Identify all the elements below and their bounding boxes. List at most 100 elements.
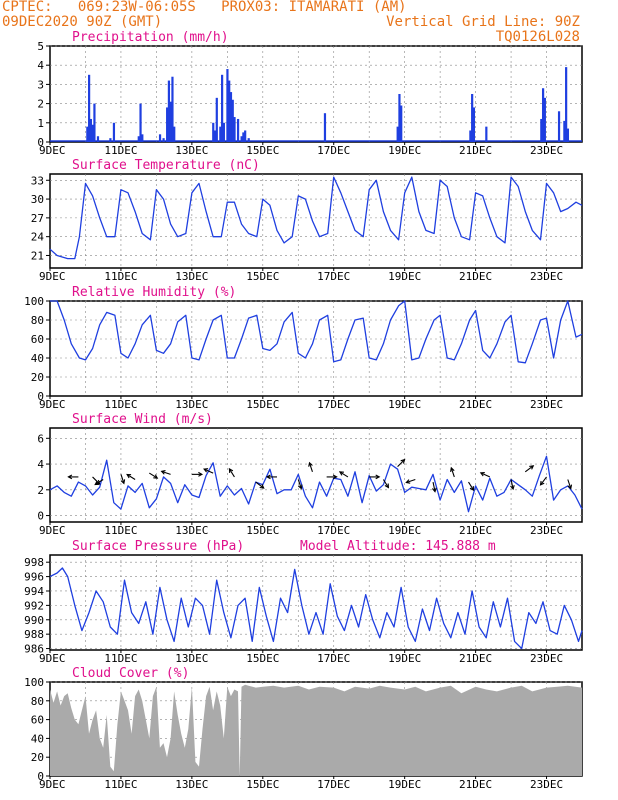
- wind-arrow: [382, 479, 389, 489]
- run-date: 09DEC2020 90Z (GMT): [2, 14, 163, 30]
- wind-arrow-shaft: [203, 468, 214, 474]
- precip-bar: [541, 88, 545, 142]
- y-tick-label: 996: [24, 571, 44, 584]
- precip-bar: [236, 118, 240, 142]
- x-tick-label: 11DEC: [104, 270, 137, 283]
- wind-arrow-shaft: [297, 479, 302, 489]
- precip-bar: [229, 92, 233, 142]
- wind-arrow-head: [94, 480, 100, 486]
- x-tick-label: 21DEC: [459, 652, 492, 665]
- wind-arrow-head: [332, 474, 338, 480]
- y-tick-label: 0: [37, 390, 44, 403]
- wind-arrow-shaft: [94, 479, 104, 485]
- x-tick-label: 17DEC: [317, 652, 350, 665]
- plot-frame: [49, 45, 583, 143]
- precip-bar: [91, 124, 94, 142]
- x-tick-label: 15DEC: [246, 652, 279, 665]
- x-tick-label: 19DEC: [388, 270, 421, 283]
- precip-bar: [219, 126, 222, 142]
- panel-wind: 0 2 4 6 9DEC 11DEC 13DEC 15DEC 17DEC 19DEC 21DEC 23…: [37, 412, 583, 537]
- wind-arrow-shaft: [406, 478, 416, 484]
- precip-bar: [89, 118, 92, 142]
- wind-arrow-head: [375, 474, 381, 480]
- x-tick-label: 13DEC: [175, 398, 208, 411]
- wind-arrow: [265, 474, 277, 480]
- wind-arrow: [191, 471, 204, 477]
- wind-arrow: [326, 474, 338, 480]
- wind-arrow-shaft: [567, 479, 572, 489]
- precip-bar: [323, 113, 327, 142]
- y-tick-label: 100: [24, 295, 44, 308]
- y-tick-label: 20: [31, 371, 44, 384]
- station-info: CPTEC: 069:23W-06:05S PROX03: ITAMARATI …: [2, 0, 407, 15]
- panel-subtitle: Model Altitude: 145.888 m: [300, 539, 496, 554]
- precip-bar: [96, 136, 100, 142]
- wind-arrow-head: [384, 483, 389, 489]
- precip-bar: [171, 76, 174, 142]
- x-tick-label: 11DEC: [104, 398, 137, 411]
- x-tick-label: 9DEC: [39, 652, 66, 665]
- cloud-cover-area: [50, 684, 582, 776]
- wind-arrow-head: [450, 466, 455, 472]
- precip-bar: [86, 126, 89, 142]
- y-tick-label: 60: [31, 333, 44, 346]
- wind-arrow-shaft: [524, 465, 534, 473]
- precip-bar: [167, 80, 171, 142]
- x-tick-label: 9DEC: [39, 524, 66, 537]
- precip-bar: [228, 80, 231, 142]
- x-tick-label: 13DEC: [175, 778, 208, 791]
- wind-arrow-head: [198, 471, 204, 477]
- precip-bar: [137, 136, 140, 142]
- precip-bar: [396, 126, 399, 142]
- precip-bar: [398, 94, 401, 142]
- wind-arrow-head: [567, 484, 573, 490]
- wind-arrow: [126, 473, 136, 480]
- x-tick-label: 13DEC: [175, 144, 208, 157]
- wind-arrow-head: [529, 465, 535, 470]
- precip-bar: [215, 97, 218, 142]
- panel-title: Surface Wind (m/s): [72, 412, 213, 427]
- wind-arrow-head: [265, 474, 271, 480]
- precip-bar: [162, 138, 165, 142]
- x-tick-label: 19DEC: [388, 144, 421, 157]
- wind-arrow-head: [126, 473, 132, 479]
- precip-bar: [400, 105, 403, 142]
- wind-series-line: [49, 455, 583, 513]
- precip-bar: [109, 138, 112, 142]
- precip-bar: [158, 134, 162, 142]
- x-tick-label: 17DEC: [317, 524, 350, 537]
- panel-precip: 0 1 2 3 4 5 9DEC 11DEC 13DEC 15DEC 17DEC 19DEC 21DEC…: [37, 30, 583, 157]
- y-tick-label: 2: [37, 484, 44, 497]
- precip-bar: [540, 118, 543, 142]
- wind-arrow-shaft: [228, 468, 235, 478]
- precip-bar: [141, 134, 144, 142]
- x-tick-label: 9DEC: [39, 398, 66, 411]
- precip-bar: [565, 67, 568, 142]
- x-tick-label: 23DEC: [530, 652, 563, 665]
- x-tick-label: 21DEC: [459, 524, 492, 537]
- x-tick-label: 15DEC: [246, 398, 279, 411]
- precip-bar: [226, 69, 229, 142]
- wind-arrow-head: [431, 487, 437, 493]
- wind-arrow-shaft: [120, 474, 125, 484]
- x-tick-label: 23DEC: [530, 398, 563, 411]
- wind-arrow-head: [120, 479, 126, 485]
- precip-bar: [242, 132, 245, 142]
- wind-arrow-shaft: [480, 472, 491, 478]
- wind-arrow-head: [203, 468, 209, 473]
- precip-bar: [566, 128, 570, 142]
- y-tick-label: 986: [24, 643, 44, 656]
- x-tick-label: 21DEC: [459, 270, 492, 283]
- x-tick-label: 17DEC: [317, 144, 350, 157]
- plot-frame: [49, 300, 583, 397]
- wind-arrow-head: [153, 474, 159, 479]
- rh-series-line: [50, 300, 583, 364]
- y-tick-label: 20: [31, 751, 44, 764]
- wind-arrow-shaft: [510, 479, 514, 490]
- x-tick-label: 21DEC: [459, 144, 492, 157]
- wind-arrow-shaft: [161, 470, 171, 475]
- panel-cloud: 0 20 40 60 80 100 9DEC 11DEC 13DEC 15DEC 17DEC 19DE…: [24, 666, 583, 791]
- precip-bar: [543, 97, 546, 142]
- y-tick-label: 990: [24, 614, 44, 627]
